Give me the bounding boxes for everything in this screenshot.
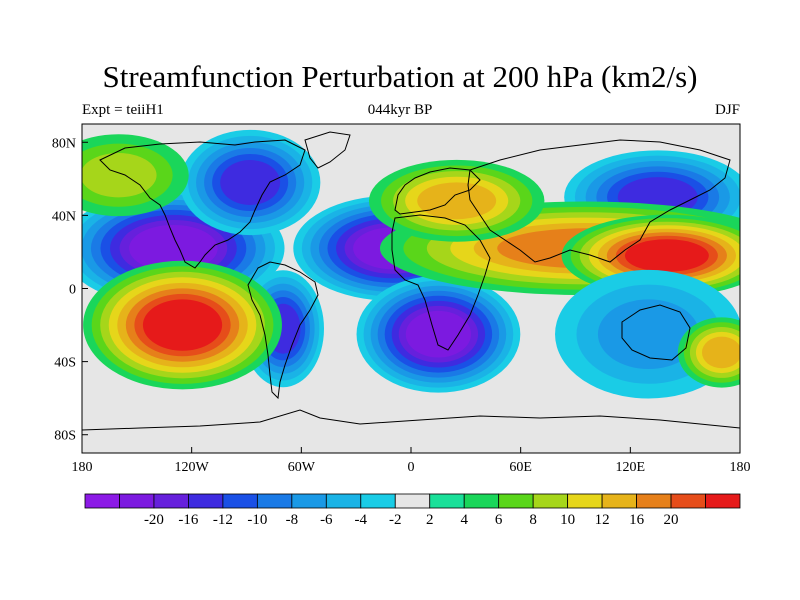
colorbar: -20 -16 -12 -10 -8 -6 -4 -2 2 4 6 8 10 12 16 20 xyxy=(84,493,741,528)
colorbar-swatch xyxy=(498,493,534,509)
colorbar-swatch xyxy=(601,493,637,509)
field-blob xyxy=(356,275,521,393)
plot-title: Streamfunction Perturbation at 200 hPa (… xyxy=(102,59,698,94)
colorbar-label: 20 xyxy=(664,512,679,528)
field-blob xyxy=(179,129,321,236)
contour-band xyxy=(405,310,472,358)
contour-band xyxy=(82,153,157,198)
x-tick-label: 60E xyxy=(509,460,532,475)
colorbar-swatch xyxy=(394,493,431,509)
coastline-antarctica xyxy=(82,409,740,431)
x-tick-label: 120E xyxy=(616,460,646,475)
coastline-north-america xyxy=(99,139,306,269)
y-tick-label: 0 xyxy=(69,283,76,298)
colorbar-swatch xyxy=(84,493,120,509)
contour-band xyxy=(220,160,281,205)
contour-band xyxy=(142,299,223,351)
colorbar-swatch xyxy=(188,493,224,509)
colorbar-label: -4 xyxy=(355,512,368,528)
colorbar-swatch xyxy=(325,493,362,509)
colorbar-label: -12 xyxy=(213,512,233,528)
colorbar-swatch xyxy=(119,493,155,509)
colorbar-label: 6 xyxy=(495,512,503,528)
x-axis-ticks: 180 120W 60W 0 60E 120E 180 xyxy=(72,447,751,475)
field-blob xyxy=(368,159,545,242)
field-blob xyxy=(677,317,740,388)
coastline-africa xyxy=(391,214,491,351)
time-label: 044kyr BP xyxy=(367,102,433,118)
coastlines xyxy=(82,131,740,431)
colorbar-swatch xyxy=(429,493,465,509)
x-tick-label: 0 xyxy=(408,460,415,475)
y-tick-label: 80S xyxy=(54,429,76,444)
y-axis-ticks: 80N 40N 0 40S 80S xyxy=(52,136,88,444)
contour-band xyxy=(597,299,700,370)
colorbar-swatch xyxy=(153,493,189,509)
y-tick-label: 40N xyxy=(52,209,76,224)
contour-band xyxy=(417,182,497,220)
colorbar-label: -2 xyxy=(389,512,402,528)
colorbar-label: 2 xyxy=(426,512,434,528)
colorbar-label: 10 xyxy=(560,512,575,528)
colorbar-label: 4 xyxy=(460,512,468,528)
x-tick-label: 120W xyxy=(175,460,210,475)
colorbar-swatch xyxy=(256,493,293,509)
field-blob xyxy=(83,260,282,390)
coastline-south-america xyxy=(247,261,319,400)
contour-band xyxy=(624,239,709,272)
colorbar-swatch xyxy=(463,493,500,509)
colorbar-swatch xyxy=(670,493,706,509)
colorbar-label: -20 xyxy=(144,512,164,528)
colorbar-swatch xyxy=(360,493,396,509)
field-blob xyxy=(82,134,189,217)
colorbar-swatch xyxy=(567,493,603,509)
colorbar-swatch xyxy=(291,493,327,509)
colorbar-swatch xyxy=(636,493,672,509)
contour-band xyxy=(129,224,218,272)
colorbar-label: -6 xyxy=(320,512,333,528)
x-tick-label: 180 xyxy=(730,460,751,475)
colorbar-label: 12 xyxy=(595,512,610,528)
colorbar-swatch xyxy=(532,493,569,509)
y-tick-label: 80N xyxy=(52,136,76,151)
colorbar-swatch xyxy=(222,493,258,509)
colorbar-label: 16 xyxy=(629,512,645,528)
y-tick-label: 40S xyxy=(54,356,76,371)
colorbar-label: 8 xyxy=(529,512,537,528)
coastline-greenland xyxy=(304,131,351,169)
season-label: DJF xyxy=(714,102,740,118)
streamfunction-field xyxy=(82,129,740,399)
coastline-europe xyxy=(394,167,481,215)
x-tick-label: 180 xyxy=(72,460,93,475)
coastline-asia xyxy=(467,139,731,263)
contour-band xyxy=(701,336,740,369)
experiment-label: Expt = teiiH1 xyxy=(82,102,164,118)
x-tick-label: 60W xyxy=(288,460,316,475)
coastline-australia xyxy=(621,304,691,361)
colorbar-swatch xyxy=(705,493,741,509)
colorbar-label: -10 xyxy=(247,512,267,528)
colorbar-label: -16 xyxy=(178,512,198,528)
field-blob xyxy=(561,214,740,297)
colorbar-label: -8 xyxy=(286,512,299,528)
